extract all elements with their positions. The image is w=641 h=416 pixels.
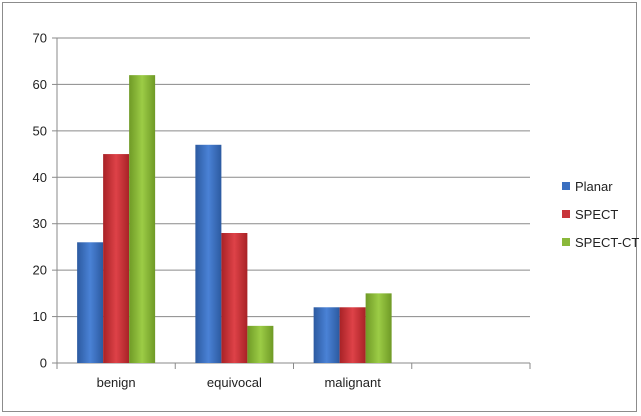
bar-spect-malignant (339, 307, 366, 363)
x-tick-label: malignant (324, 375, 381, 390)
x-tick-label: equivocal (207, 375, 262, 390)
bar-spect-benign (103, 154, 130, 363)
bar-spect-ct-equivocal (247, 325, 274, 363)
y-tick-label: 60 (33, 77, 47, 92)
y-tick-labels: 0 10 20 30 40 50 60 70 (33, 31, 47, 371)
bars (77, 75, 392, 364)
y-tick-label: 20 (33, 263, 47, 278)
bar-spect-equivocal (221, 233, 248, 363)
y-tick-label: 30 (33, 216, 47, 231)
bar-spect-ct-malignant (365, 293, 392, 363)
legend-label: Planar (575, 179, 613, 194)
x-tick-label: benign (97, 375, 136, 390)
legend-swatch (562, 182, 570, 190)
y-tick-label: 70 (33, 31, 47, 46)
legend-swatch (562, 210, 570, 218)
legend-swatch (562, 238, 570, 246)
y-tick-label: 50 (33, 123, 47, 138)
legend: Planar SPECT SPECT-CT (562, 179, 639, 250)
bar-spect-ct-benign (129, 75, 156, 364)
y-tick-label: 0 (40, 356, 47, 371)
bar-planar-equivocal (195, 144, 222, 363)
bar-planar-malignant (313, 307, 340, 363)
legend-label: SPECT-CT (575, 235, 639, 250)
x-tick-labels: benign equivocal malignant (97, 375, 382, 390)
legend-label: SPECT (575, 207, 618, 222)
y-tick-label: 40 (33, 170, 47, 185)
y-tick-label: 10 (33, 309, 47, 324)
bar-planar-benign (77, 242, 104, 363)
